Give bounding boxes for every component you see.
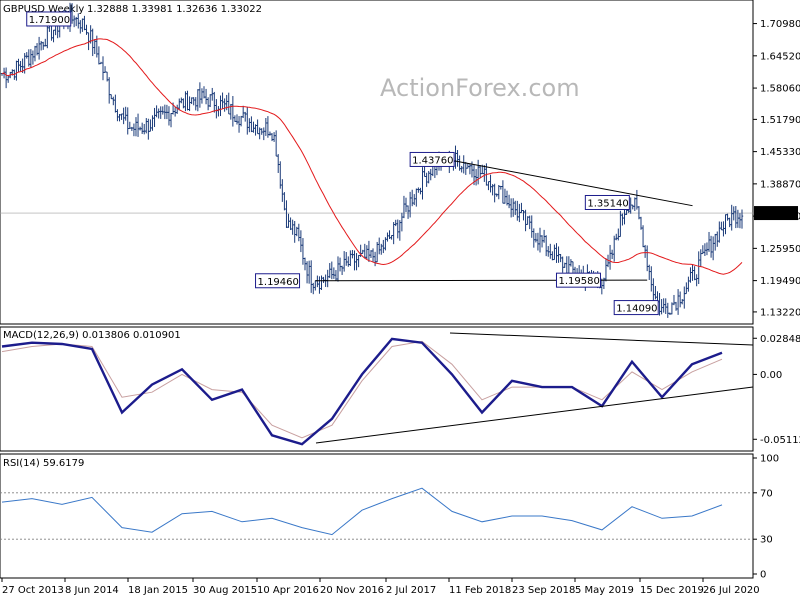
rsi-label: RSI(14) 59.6179	[3, 458, 84, 469]
price-annotation-label: 1.19460	[258, 277, 299, 288]
price-annotation-box	[584, 194, 630, 210]
price-annotation-box	[613, 300, 659, 316]
x-tick-label: 10 Apr 2016	[257, 585, 319, 596]
price-trendlines	[315, 158, 693, 282]
price-tick-label: 1.13220	[760, 307, 800, 318]
price-bars	[0, 2, 744, 318]
price-annotation-label: 1.14090	[616, 304, 657, 315]
x-axis: 27 Oct 2013 8 Jun 2014 18 Jan 2015 30 Aug 2…	[1, 578, 760, 596]
price-annotation-label: 1.35140	[587, 198, 628, 209]
chart-title: GBPUSD Weekly	[3, 4, 84, 15]
watermark: ActionForex.com	[380, 74, 580, 102]
x-tick-label: 27 Oct 2013	[2, 585, 64, 596]
macd-panel	[0, 326, 754, 452]
x-tick-label: 30 Aug 2015	[193, 585, 257, 596]
signal-line	[1, 340, 723, 439]
price-tick-label: 1.64520	[760, 51, 800, 62]
rsi-tick-label: 0	[760, 570, 766, 581]
price-y-axis: 1.70980 1.64520 1.58060 1.51790 1.45330 1.388…	[753, 19, 800, 318]
sma-line	[1, 38, 743, 275]
price-tick-label: 1.19490	[760, 276, 800, 287]
price-annotation-label: 1.71900	[29, 15, 70, 26]
macd-y-axis: 0.028489 0.00 -0.051125	[753, 334, 800, 446]
price-annotations: 1.71900 1.43760 1.35140 1.19460 1.19580 1.140…	[26, 11, 659, 316]
rsi-tick-label: 70	[760, 488, 773, 499]
last-price-tag-bg	[754, 206, 798, 221]
price-annotation-label: 1.19580	[558, 276, 599, 287]
rsi-tick-label: 30	[760, 535, 773, 546]
price-annotation-box	[555, 272, 601, 288]
x-tick-label: 26 Jul 2020	[703, 585, 760, 596]
resistance-trendline	[447, 158, 693, 207]
x-tick-label: 8 Jun 2014	[65, 585, 119, 596]
rsi-line	[1, 487, 723, 536]
price-tick-label: 1.45330	[760, 147, 800, 158]
price-tick-label: 1.25950	[760, 244, 800, 255]
macd-support-trendline	[315, 386, 754, 444]
macd-line	[1, 337, 723, 446]
x-tick-label: 18 Jan 2015	[128, 585, 188, 596]
price-annotation-box	[255, 273, 301, 289]
last-price-tag: 1.33022	[754, 206, 798, 221]
price-tick-label: 1.51790	[760, 115, 800, 126]
macd-tick-label: 0.028489	[760, 334, 800, 345]
price-annotation-box	[409, 151, 455, 167]
macd-tick-label: -0.051125	[760, 435, 800, 446]
price-annotation-label: 1.43760	[412, 155, 453, 166]
macd-resistance-trendline	[449, 332, 754, 346]
x-tick-label: 5 May 2019	[575, 585, 634, 596]
price-tick-label: 1.58060	[760, 84, 800, 95]
x-tick-label: 11 Feb 2018	[449, 585, 511, 596]
rsi-y-axis: 100 70 30 0	[753, 454, 779, 581]
last-price-tag-label: 1.33022	[756, 209, 797, 220]
ohlc-readout: 1.32888 1.33981 1.32636 1.33022	[87, 4, 262, 15]
x-tick-label: 23 Sep 2018	[512, 585, 575, 596]
price-panel	[0, 0, 754, 325]
x-tick-label: 20 Nov 2016	[320, 585, 384, 596]
rsi-panel	[0, 453, 754, 579]
x-tick-label: 2 Jul 2017	[386, 585, 436, 596]
macd-label: MACD(12,26,9) 0.013806 0.010901	[3, 330, 181, 341]
rsi-levels	[0, 492, 753, 540]
price-tick-label: 1.70980	[760, 19, 800, 30]
price-annotation-box	[26, 11, 72, 27]
macd-trendlines	[315, 332, 754, 444]
x-tick-label: 15 Dec 2019	[640, 585, 704, 596]
price-tick-label: 1.38870	[760, 179, 800, 190]
macd-tick-label: 0.00	[760, 370, 782, 381]
rsi-tick-label: 100	[760, 454, 779, 465]
